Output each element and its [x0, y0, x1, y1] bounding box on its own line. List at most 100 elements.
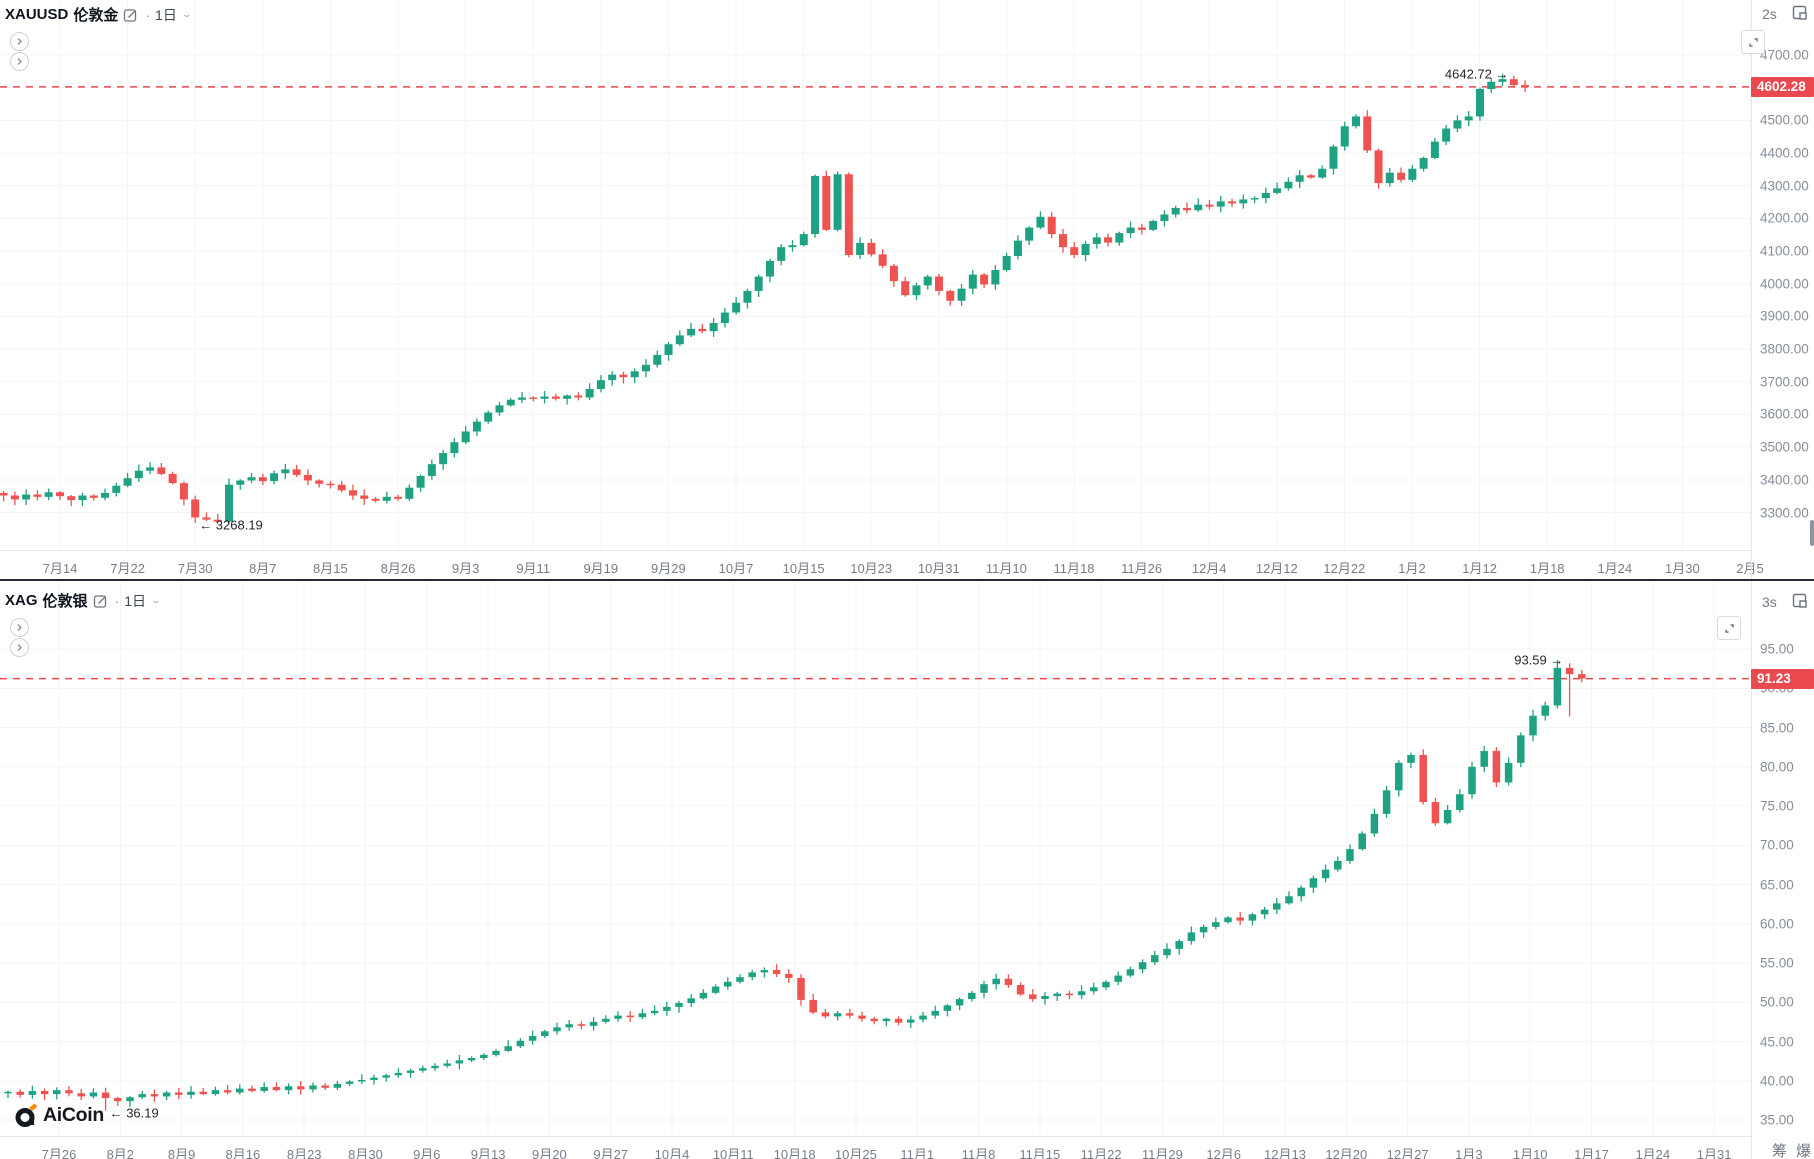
popout-icon[interactable]	[1792, 593, 1808, 614]
y-axis-label: 3500.00	[1760, 439, 1809, 455]
x-axis-label: 11月18	[1053, 561, 1095, 576]
y-axis-label: 4200.00	[1760, 210, 1809, 226]
x-axis-label: 10月11	[712, 1147, 754, 1159]
x-axis-label: 10月25	[834, 1147, 877, 1159]
interval-label[interactable]: 1日	[124, 592, 146, 609]
expand-row-button[interactable]	[9, 31, 29, 51]
x-axis-label: 12月4	[1191, 561, 1227, 576]
x-axis-label: 11月8	[961, 1147, 996, 1159]
interval-label[interactable]: 1日	[155, 6, 177, 23]
x-axis-label: 9月13	[470, 1147, 506, 1159]
x-axis-label: 11月1	[900, 1147, 935, 1159]
x-axis-label: 8月23	[286, 1147, 322, 1159]
x-axis-label: 7月30	[177, 561, 213, 576]
y-axis-label: 95.00	[1760, 641, 1794, 657]
expand-row-button[interactable]	[9, 638, 29, 657]
symbol-name[interactable]: XAUUSD	[5, 6, 69, 23]
y-axis-label: 85.00	[1760, 720, 1794, 735]
x-axis-label: 1月31	[1696, 1147, 1732, 1159]
last-price-badge: 4602.28	[1751, 76, 1814, 97]
x-axis-label: 9月20	[532, 1147, 567, 1159]
x-axis-label: 9月6	[413, 1147, 441, 1159]
y-axis-label: 4000.00	[1760, 276, 1809, 292]
y-axis-label: 4300.00	[1760, 178, 1809, 194]
tool-chips[interactable]: 筹	[1772, 1143, 1788, 1159]
low-price-annotation: ← 36.19	[109, 1105, 159, 1121]
maximize-pane-icon[interactable]	[1741, 30, 1765, 54]
date-axis-silver[interactable]: 7月26 8月2 8月9 8月16 8月23 8月30 9月6 9月13 9月20 9月27 10月…	[0, 1136, 1751, 1159]
x-axis-label: 8月16	[225, 1147, 261, 1159]
x-axis-label: 10月15	[782, 561, 825, 576]
expand-row-button[interactable]	[9, 51, 29, 71]
edit-icon[interactable]	[93, 593, 108, 608]
x-axis-label: 11月26	[1121, 561, 1163, 576]
chevron-down-icon[interactable]: ⌄	[181, 9, 192, 19]
x-axis-label: 9月27	[593, 1147, 629, 1159]
countdown-timer: 2s	[1762, 6, 1777, 22]
y-axis-label: 4700.00	[1760, 47, 1809, 63]
y-axis-label: 3600.00	[1760, 406, 1809, 422]
x-axis-label: 7月26	[41, 1147, 77, 1159]
chevron-down-icon[interactable]: ⌄	[150, 595, 162, 605]
x-axis-label: 1月3	[1455, 1147, 1483, 1159]
x-axis-label: 1月2	[1398, 561, 1426, 576]
edit-icon[interactable]	[123, 7, 138, 22]
x-axis-label: 12月12	[1255, 561, 1298, 576]
x-axis-label: 9月3	[451, 561, 480, 576]
low-price-annotation: ← 3268.19	[199, 517, 263, 533]
chart-header-silver: XAG 伦敦银 · 1日 ⌄	[5, 590, 162, 611]
x-axis-label: 11月15	[1019, 1147, 1061, 1159]
aicoin-logo-icon	[15, 1103, 38, 1127]
corner-tool-buttons[interactable]: 筹爆	[1772, 1140, 1811, 1159]
popout-icon[interactable]	[1792, 5, 1808, 26]
chart-header-gold: XAUUSD 伦敦金 · 1日 ⌄	[5, 4, 192, 25]
date-axis-gold[interactable]: 7月14 7月22 7月30 8月7 8月15 8月26 9月3 9月11 9月19 9月29 10…	[0, 550, 1764, 579]
x-axis-label: 2月5	[1736, 561, 1764, 576]
y-axis-label: 50.00	[1760, 994, 1794, 1010]
x-axis-label: 12月6	[1206, 1147, 1242, 1159]
x-axis-label: 8月9	[167, 1147, 196, 1159]
x-axis-label: 10月23	[850, 561, 893, 576]
last-price-badge: 91.23	[1751, 668, 1814, 689]
tool-liquidation[interactable]: 爆	[1796, 1143, 1812, 1159]
y-axis-label: 70.00	[1760, 837, 1794, 853]
x-axis-label: 8月7	[249, 561, 277, 576]
maximize-pane-icon[interactable]	[1717, 616, 1741, 640]
x-axis-label: 1月24	[1635, 1147, 1671, 1159]
market-name[interactable]: 伦敦金	[73, 7, 119, 24]
x-axis-label: 9月11	[516, 561, 551, 576]
x-axis-label: 7月22	[110, 561, 145, 576]
x-axis-label: 1月18	[1529, 561, 1565, 576]
aicoin-watermark: AiCoin	[14, 1102, 104, 1128]
x-axis-label: 12月27	[1386, 1147, 1429, 1159]
candlestick-chart-gold[interactable]	[0, 0, 1751, 550]
x-axis-label: 8月15	[313, 561, 348, 576]
y-axis-label: 65.00	[1760, 877, 1794, 892]
x-axis-label: 8月30	[348, 1147, 383, 1159]
x-axis-label: 12月13	[1264, 1147, 1306, 1159]
candlestick-chart-silver[interactable]	[0, 583, 1751, 1136]
x-axis-label: 10月18	[773, 1147, 816, 1159]
y-axis-label: 75.00	[1760, 798, 1794, 814]
x-axis-label: 1月30	[1665, 561, 1700, 576]
x-axis-label: 8月26	[380, 561, 416, 576]
x-axis-label: 12月20	[1325, 1147, 1368, 1159]
aicoin-watermark-text: AiCoin	[43, 1103, 105, 1126]
symbol-name[interactable]: XAG	[5, 592, 38, 609]
x-axis-label: 11月22	[1080, 1147, 1122, 1159]
market-name[interactable]: 伦敦银	[42, 593, 88, 610]
y-axis-label: 80.00	[1760, 759, 1794, 775]
x-axis-label: 1月24	[1597, 561, 1633, 576]
y-axis-label: 3400.00	[1760, 472, 1809, 488]
y-axis-label: 35.00	[1760, 1112, 1794, 1128]
scrollbar-thumb[interactable]	[1810, 520, 1814, 546]
y-axis-label: 40.00	[1760, 1073, 1794, 1089]
x-axis-label: 1月17	[1574, 1147, 1609, 1159]
x-axis-label: 9月29	[651, 561, 686, 576]
y-axis-label: 3300.00	[1760, 505, 1809, 521]
x-axis-label: 7月14	[42, 561, 78, 576]
pane-divider[interactable]	[0, 578, 1814, 581]
high-price-annotation: 93.59 →	[1514, 652, 1564, 668]
y-axis-label: 4100.00	[1760, 243, 1809, 259]
expand-row-button[interactable]	[9, 618, 29, 637]
